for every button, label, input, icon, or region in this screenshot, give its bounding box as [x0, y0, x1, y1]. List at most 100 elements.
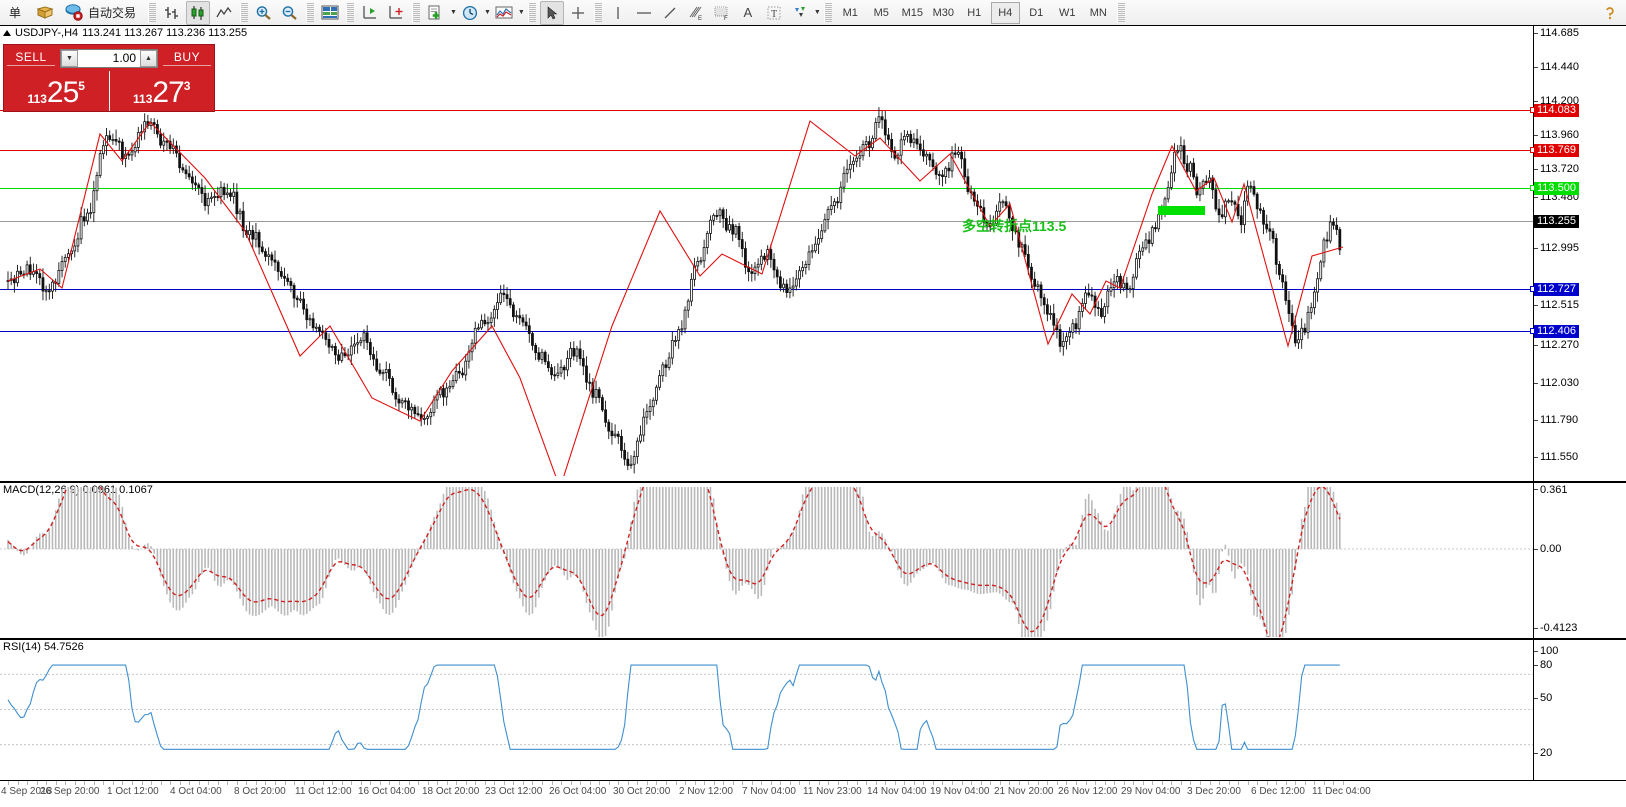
time-axis-tick [780, 781, 781, 785]
arrows-button[interactable] [788, 1, 812, 25]
time-axis-tick [466, 781, 467, 785]
time-axis-tick [885, 781, 886, 785]
time-axis-tick [18, 781, 19, 785]
auto-scroll-icon [387, 5, 405, 21]
price-tick-label: 111.550 [1540, 451, 1579, 463]
chart-header: USDJPY-,H4 113.241 113.267 113.236 113.2… [0, 26, 1626, 39]
time-axis-top-border [0, 780, 1626, 781]
time-axis-tick [218, 781, 219, 785]
vertical-line-button[interactable] [606, 1, 630, 25]
volume-input[interactable]: ▼ 1.00 ▲ [60, 48, 158, 68]
pivot-line-113500[interactable] [0, 188, 1533, 189]
volume-decrease-button[interactable]: ▼ [61, 49, 78, 67]
tile-windows-button[interactable] [318, 1, 342, 25]
new-chart-button[interactable] [424, 1, 448, 25]
chart-ohlc-label: 113.241 113.267 113.236 113.255 [82, 26, 248, 39]
timeframe-w1[interactable]: W1 [1059, 6, 1076, 19]
price-tick-label: 112.030 [1540, 377, 1579, 389]
time-axis-tick [656, 781, 657, 785]
time-axis-tick [142, 781, 143, 785]
timeframe-h4[interactable]: H4 [990, 1, 1020, 24]
toolbar-separator [593, 2, 602, 23]
time-axis-tick [532, 781, 533, 785]
time-axis-label: 7 Nov 04:00 [742, 786, 796, 797]
timeframe-m5[interactable]: M5 [873, 6, 889, 19]
bar-chart-button[interactable] [160, 1, 184, 25]
zoom-out-button[interactable] [278, 1, 302, 25]
candlestick-chart-button[interactable] [186, 0, 211, 25]
time-axis-tick [1276, 781, 1277, 785]
buy-price[interactable]: 113 27 3 [110, 71, 215, 111]
equidistant-channel-button[interactable]: F [710, 1, 734, 25]
time-axis-tick [428, 781, 429, 785]
new-order-button[interactable]: 单 [1, 1, 29, 25]
crosshair-button[interactable] [566, 1, 590, 25]
macd-scale-label: -0.4123 [1540, 622, 1578, 634]
label-button[interactable]: T [762, 1, 786, 25]
time-axis-tick [923, 781, 924, 785]
timeframe-m30[interactable]: M30 [932, 6, 954, 19]
svg-text:E: E [698, 16, 702, 21]
period-dropdown-arrow[interactable]: ▼ [483, 9, 491, 16]
chart-collapse-icon[interactable] [3, 29, 11, 36]
time-axis-tick [819, 781, 820, 785]
price-tick [1534, 345, 1538, 346]
line-chart-button[interactable] [212, 1, 236, 25]
time-axis-tick [1238, 781, 1239, 785]
time-axis-tick [113, 781, 114, 785]
buy-button[interactable]: BUY [163, 50, 211, 66]
time-axis-tick [962, 781, 963, 785]
autotrade-icon [65, 4, 84, 21]
timeframe-d1[interactable]: D1 [1029, 6, 1044, 19]
time-axis-label: 19 Nov 04:00 [930, 786, 990, 797]
timeframe-m15[interactable]: M15 [901, 6, 923, 19]
tile-icon [321, 5, 339, 20]
arrows-dropdown-arrow[interactable]: ▼ [813, 9, 821, 16]
time-axis-tick [866, 781, 867, 785]
time-axis-tick [437, 781, 438, 785]
sell-button[interactable]: SELL [7, 50, 55, 66]
price-scale-axis [1533, 26, 1534, 781]
time-axis-tick [685, 781, 686, 785]
time-axis-tick [1038, 781, 1039, 785]
help-button[interactable] [1598, 1, 1622, 25]
price-tick [1534, 457, 1538, 458]
resistance-line-114083[interactable] [0, 110, 1533, 111]
arrows-icon [791, 5, 809, 21]
indicators-dropdown-arrow[interactable]: ▼ [517, 9, 525, 16]
time-axis-tick [370, 781, 371, 785]
timeframe-mn[interactable]: MN [1089, 6, 1107, 19]
candlestick-icon [189, 5, 207, 21]
rsi-label: RSI(14) 54.7526 [3, 641, 84, 653]
price-tag-support-112406: 112.406 [1534, 325, 1579, 338]
support-line-112406[interactable] [0, 331, 1533, 332]
chart-shift-button[interactable] [358, 1, 382, 25]
price-tick [1534, 248, 1538, 249]
time-axis-label: 6 Dec 12:00 [1251, 786, 1305, 797]
trendline-button[interactable] [658, 1, 682, 25]
timeframe-m1[interactable]: M1 [842, 6, 858, 19]
timeframe-h1[interactable]: H1 [967, 6, 982, 19]
time-axis-tick [84, 781, 85, 785]
text-button[interactable]: A [736, 1, 760, 25]
expert-advisors-button[interactable] [31, 1, 59, 25]
volume-increase-button[interactable]: ▲ [140, 49, 157, 67]
time-axis-tick [1267, 781, 1268, 785]
period-button[interactable] [458, 1, 482, 25]
auto-trading-button[interactable]: 自动交易 [61, 1, 144, 25]
sell-price[interactable]: 113 25 5 [4, 71, 110, 111]
resistance-line-113769[interactable] [0, 150, 1533, 151]
cursor-button[interactable] [539, 0, 564, 25]
zoom-in-button[interactable] [252, 1, 276, 25]
time-axis-tick [1314, 781, 1315, 785]
auto-scroll-button[interactable] [384, 1, 408, 25]
support-line-112727[interactable] [0, 289, 1533, 290]
indicators-button[interactable] [492, 1, 516, 25]
horizontal-line-button[interactable] [632, 1, 656, 25]
rsi-scale-label: 50 [1540, 692, 1553, 704]
time-axis-tick [1210, 781, 1211, 785]
fibonacci-button[interactable]: E [684, 1, 708, 25]
new-chart-dropdown-arrow[interactable]: ▼ [450, 9, 457, 16]
time-axis-tick [895, 781, 896, 785]
macd-tick [1534, 489, 1538, 490]
